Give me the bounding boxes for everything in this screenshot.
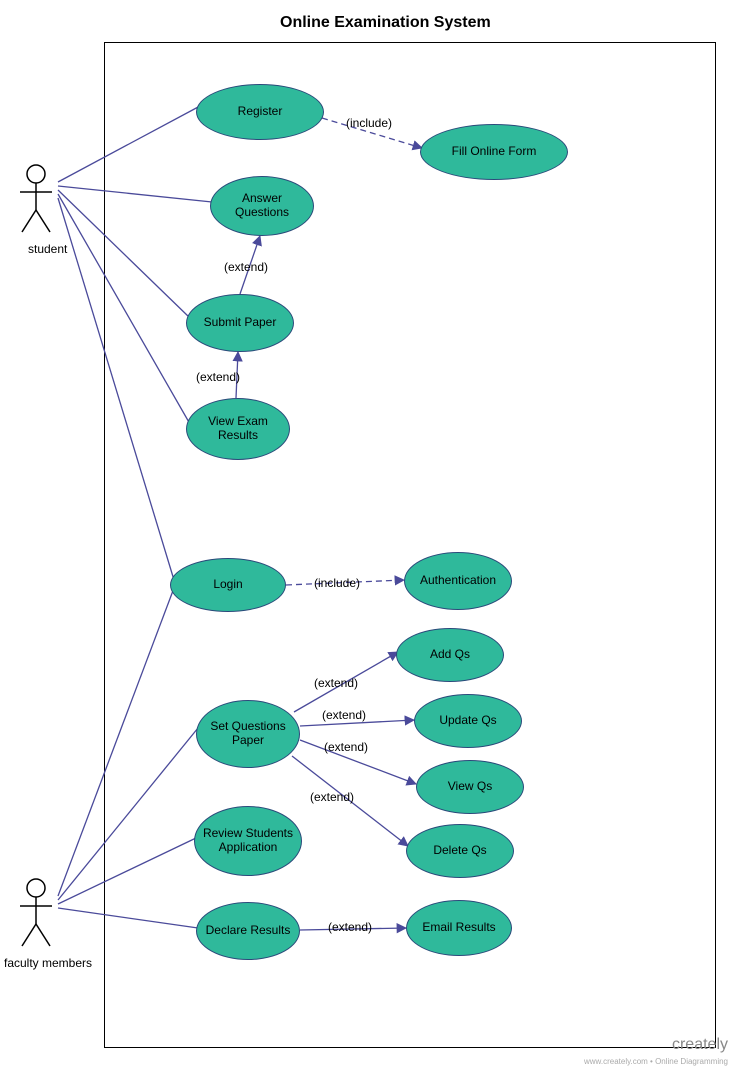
edge-label: (extend) bbox=[310, 790, 354, 804]
usecase-register: Register bbox=[196, 84, 324, 140]
edge-label: (extend) bbox=[324, 740, 368, 754]
usecase-review: Review Students Application bbox=[194, 806, 302, 876]
actor-faculty bbox=[20, 879, 52, 946]
actor-label-faculty: faculty members bbox=[4, 956, 92, 970]
edge-label: (extend) bbox=[224, 260, 268, 274]
usecase-auth: Authentication bbox=[404, 552, 512, 610]
usecase-viewqs: View Qs bbox=[416, 760, 524, 814]
footer-brand: creately bbox=[672, 1036, 728, 1054]
footer-sub: www.creately.com • Online Diagramming bbox=[584, 1057, 728, 1066]
usecase-deleteqs: Delete Qs bbox=[406, 824, 514, 878]
actor-student bbox=[20, 165, 52, 232]
usecase-fillform: Fill Online Form bbox=[420, 124, 568, 180]
usecase-submit: Submit Paper bbox=[186, 294, 294, 352]
usecase-addqs: Add Qs bbox=[396, 628, 504, 682]
usecase-answerq: Answer Questions bbox=[210, 176, 314, 236]
edge-label: (include) bbox=[314, 576, 360, 590]
edge-label: (extend) bbox=[314, 676, 358, 690]
edge-label: (extend) bbox=[328, 920, 372, 934]
edge-label: (include) bbox=[346, 116, 392, 130]
system-boundary bbox=[104, 42, 716, 1048]
diagram-title: Online Examination System bbox=[280, 14, 491, 32]
actor-label-student: student bbox=[28, 242, 67, 256]
usecase-emailres: Email Results bbox=[406, 900, 512, 956]
diagram-canvas: Online Examination System Register Fill O… bbox=[0, 0, 736, 1070]
usecase-viewres: View Exam Results bbox=[186, 398, 290, 460]
edge-label: (extend) bbox=[322, 708, 366, 722]
usecase-updateqs: Update Qs bbox=[414, 694, 522, 748]
usecase-setqp: Set Questions Paper bbox=[196, 700, 300, 768]
usecase-declare: Declare Results bbox=[196, 902, 300, 960]
edge-label: (extend) bbox=[196, 370, 240, 384]
usecase-login: Login bbox=[170, 558, 286, 612]
